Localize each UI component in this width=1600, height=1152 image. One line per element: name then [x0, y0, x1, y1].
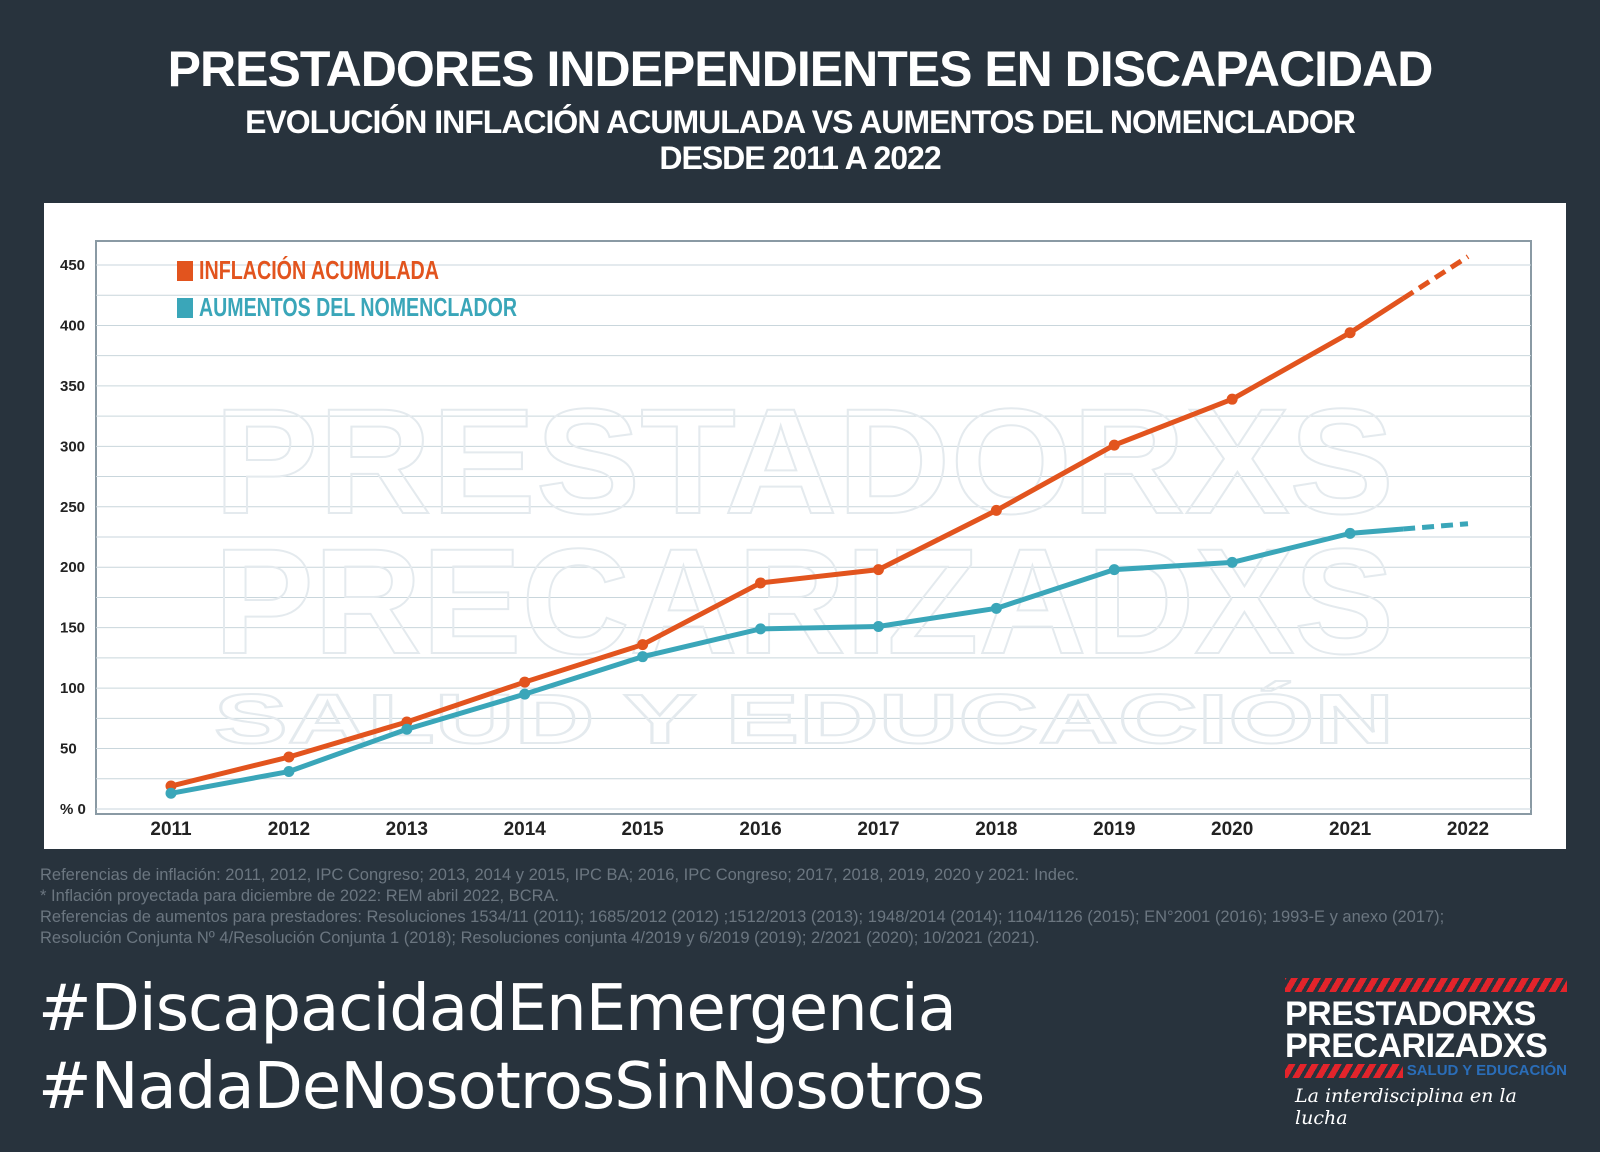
legend-label: AUMENTOS DEL NOMENCLADOR — [199, 292, 517, 322]
subtitle-line-2: DESDE 2011 A 2022 — [659, 140, 941, 176]
watermark-text: PRECARIZADXS — [214, 517, 1394, 685]
x-tick-label: 2018 — [975, 819, 1017, 840]
x-tick-label: 2012 — [268, 819, 310, 840]
projected-line — [1402, 521, 1469, 532]
y-tick-label: 100 — [60, 680, 85, 697]
hashtag: #DiscapacidadEnEmergencia — [38, 972, 957, 1046]
x-tick-label: 2017 — [857, 819, 899, 840]
y-tick-label: % 0 — [60, 801, 86, 818]
y-tick-label: 50 — [60, 741, 77, 758]
y-tick-label: 200 — [60, 559, 85, 576]
brand-logo: PRESTADORXS PRECARIZADXS SALUD Y EDUCACI… — [1285, 978, 1567, 1129]
x-tick-label: 2013 — [386, 819, 428, 840]
stripe-decoration — [1285, 978, 1567, 992]
data-point — [755, 623, 767, 635]
projected-line — [1401, 254, 1470, 301]
data-point — [990, 504, 1002, 516]
reference-line: Resolución Conjunta Nº 4/Resolución Conj… — [40, 929, 1040, 947]
x-tick-label: 2015 — [621, 819, 664, 840]
reference-line: Referencias de aumentos para prestadores… — [40, 908, 1445, 926]
y-tick-label: 350 — [60, 378, 85, 395]
x-tick-label: 2014 — [504, 819, 547, 840]
data-point — [637, 651, 649, 663]
data-point — [872, 620, 884, 632]
data-point — [1108, 564, 1120, 576]
subtitle-line-1: EVOLUCIÓN INFLACIÓN ACUMULADA VS AUMENTO… — [245, 104, 1356, 140]
x-tick-label: 2019 — [1093, 819, 1135, 840]
series-line — [170, 296, 1405, 789]
data-point — [1344, 527, 1356, 539]
chart-panel: PRESTADORXS PRECARIZADXS SALUD Y EDUCACIÓN… — [44, 203, 1566, 849]
y-tick-label: 400 — [60, 317, 85, 334]
logo-slogan: La interdisciplina en la lucha — [1295, 1085, 1517, 1129]
x-tick-label: 2020 — [1211, 819, 1253, 840]
y-tick-label: 450 — [60, 257, 85, 274]
data-point — [1226, 556, 1238, 568]
legend-swatch — [177, 261, 193, 281]
x-tick-label: 2016 — [739, 819, 781, 840]
data-point — [872, 564, 884, 576]
x-tick-label: 2022 — [1447, 819, 1489, 840]
series-line — [170, 526, 1404, 796]
data-point — [283, 751, 295, 763]
data-point — [637, 639, 649, 651]
logo-tagline: SALUD Y EDUCACIÓN — [1406, 1062, 1567, 1079]
data-point — [401, 723, 413, 735]
data-point — [1344, 327, 1356, 339]
y-tick-label: 300 — [60, 438, 85, 455]
page-title: PRESTADORES INDEPENDIENTES EN DISCAPACID… — [167, 41, 1434, 97]
data-point — [755, 577, 767, 589]
x-tick-label: 2011 — [150, 819, 192, 840]
watermark-text: SALUD Y EDUCACIÓN — [214, 680, 1394, 758]
data-point — [283, 766, 295, 778]
data-point — [1108, 439, 1120, 451]
data-point — [990, 602, 1002, 614]
reference-line: Referencias de inflación: 2011, 2012, IP… — [40, 866, 1079, 884]
legend-label: INFLACIÓN ACUMULADA — [199, 255, 439, 285]
legend-swatch — [177, 298, 193, 318]
logo-line-1: PRESTADORXS — [1285, 995, 1536, 1033]
stripe-decoration — [1285, 1063, 1403, 1078]
logo-line-2: PRECARIZADXS — [1285, 1027, 1548, 1065]
data-point — [519, 676, 531, 688]
x-tick-label: 2021 — [1329, 819, 1372, 840]
hashtag: #NadaDeNosotrosSinNosotros — [38, 1050, 985, 1124]
y-tick-label: 150 — [60, 620, 85, 637]
references: Referencias de inflación: 2011, 2012, IP… — [40, 865, 1580, 949]
watermark-text: PRESTADORXS — [214, 377, 1394, 545]
data-point — [165, 787, 177, 799]
y-tick-label: 250 — [60, 499, 85, 516]
reference-line: * Inflación proyectada para diciembre de… — [40, 887, 560, 905]
data-point — [519, 688, 531, 700]
data-point — [1226, 393, 1238, 405]
